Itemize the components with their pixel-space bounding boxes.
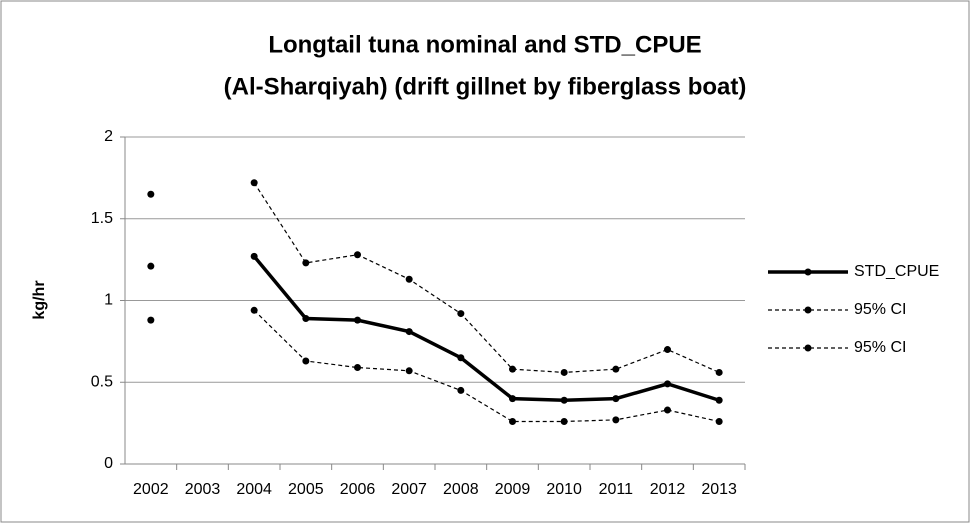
x-tick-label: 2008 [443,481,479,498]
data-point [715,417,723,425]
data-point [354,364,361,372]
x-tick-label: 2010 [546,481,582,498]
x-tick-label: 2004 [236,481,272,498]
data-point [612,365,620,373]
data-point [250,179,258,187]
y-axis-label: kg/hr [31,280,48,319]
data-point [405,328,413,336]
y-tick-label: 0.5 [91,373,113,390]
chart-title: Longtail tuna nominal and STD_CPUE [268,31,701,58]
data-point [405,367,413,375]
series-line [252,255,720,402]
x-tick-label: 2012 [650,481,686,498]
chart-title: (Al-Sharqiyah) (drift gillnet by fibergl… [224,73,747,100]
data-point [354,251,361,259]
data-point [664,406,671,414]
data-point [302,259,310,267]
series-line [253,309,720,423]
data-point [250,306,258,314]
data-point [560,368,568,376]
legend-label: 95% CI [854,339,906,356]
series-line [253,182,720,374]
data-point [405,275,413,283]
data-point [612,416,620,424]
data-point [509,417,516,425]
y-tick-label: 1.5 [91,210,113,227]
x-tick-label: 2003 [185,481,221,498]
data-point [457,310,465,318]
legend-label: STD_CPUE [854,263,939,280]
data-point [147,316,155,324]
legend-marker [804,344,812,352]
y-tick-label: 1 [104,292,113,309]
x-tick-label: 2013 [701,481,737,498]
data-point [612,395,620,403]
data-point [664,380,671,388]
data-point [509,395,516,403]
x-tick-label: 2005 [288,481,324,498]
data-point [457,354,465,362]
legend-label: 95% CI [854,301,906,318]
data-point [302,314,310,322]
data-point [302,357,310,365]
data-point [664,346,671,354]
data-point [715,396,723,404]
data-point [147,190,155,198]
y-tick-label: 0 [104,455,113,472]
legend-marker [804,268,812,276]
data-point [354,316,361,324]
x-tick-label: 2007 [391,481,427,498]
data-point [250,252,258,260]
data-point [560,396,568,404]
data-point [147,262,155,270]
data-point [457,386,465,394]
data-point [715,368,723,376]
x-tick-label: 2006 [340,481,376,498]
x-tick-label: 2009 [495,481,531,498]
y-tick-label: 2 [104,128,113,145]
data-point [509,365,516,373]
x-tick-label: 2011 [599,481,634,498]
data-point [560,417,568,425]
legend-marker [804,306,812,314]
x-tick-label: 2002 [133,481,169,498]
